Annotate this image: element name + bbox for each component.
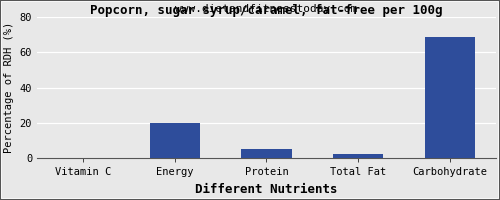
Bar xyxy=(333,154,384,158)
Bar xyxy=(424,37,475,158)
Title: Popcorn, sugar syrup/caramel, fat-free per 100g: Popcorn, sugar syrup/caramel, fat-free p… xyxy=(90,4,443,17)
Bar xyxy=(150,123,200,158)
Bar xyxy=(242,149,292,158)
Text: www.dietandfitnesstoday.com: www.dietandfitnesstoday.com xyxy=(176,4,358,14)
Y-axis label: Percentage of RDH (%): Percentage of RDH (%) xyxy=(4,22,14,153)
X-axis label: Different Nutrients: Different Nutrients xyxy=(195,183,338,196)
